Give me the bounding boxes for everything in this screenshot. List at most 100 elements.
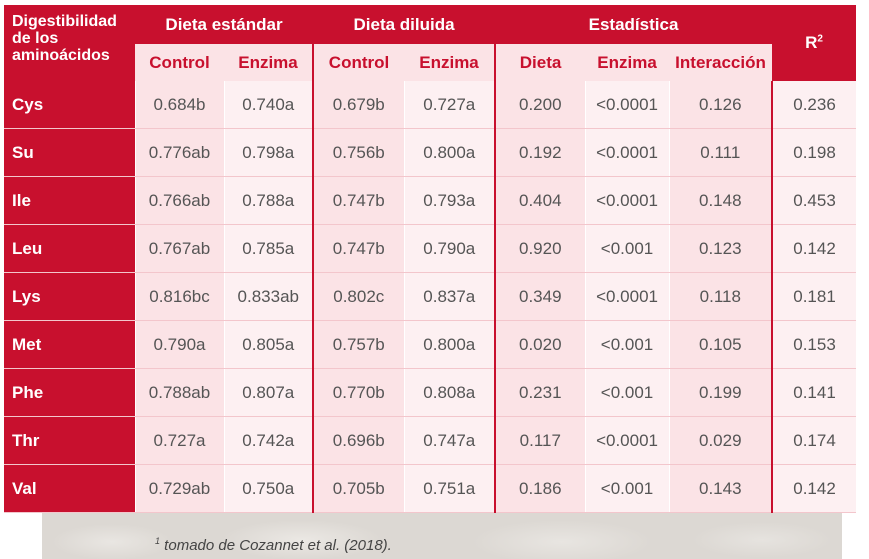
amino-acid-label: Met <box>4 320 135 369</box>
table-cell: 0.766ab <box>134 176 224 225</box>
table-cell: 0.142 <box>771 224 857 273</box>
table-cell: 0.807a <box>223 368 314 417</box>
digestibility-table: Digestibilidad de los aminoácidos Dieta … <box>4 5 857 513</box>
background-photo <box>42 512 842 559</box>
table-cell: 0.111 <box>668 128 773 177</box>
table-cell: 0.788ab <box>134 368 224 417</box>
header-digestibility: Digestibilidad de los aminoácidos <box>4 5 135 81</box>
table-cell: 0.747a <box>403 416 497 465</box>
table-cell: 0.404 <box>494 176 586 225</box>
table-cell: 0.740a <box>223 81 314 129</box>
table-cell: 0.105 <box>668 320 773 369</box>
header-r2: R2 <box>772 5 857 81</box>
table-cell: 0.684b <box>134 81 224 129</box>
table-cell: 0.020 <box>494 320 586 369</box>
table-cell: 0.729ab <box>134 464 224 513</box>
table-cell: 0.453 <box>771 176 857 225</box>
footnote: 1 tomado de Cozannet et al. (2018). <box>155 536 392 554</box>
table-cell: 0.142 <box>771 464 857 513</box>
table-row: Phe 0.788ab 0.807a 0.770b 0.808a 0.231 <0.001 0… <box>4 368 857 417</box>
table-cell: 0.800a <box>403 128 497 177</box>
table-cell: 0.236 <box>771 81 857 129</box>
amino-acid-label: Lys <box>4 272 135 321</box>
amino-acid-label: Val <box>4 464 135 513</box>
table-cell: 0.696b <box>312 416 405 465</box>
table-cell: 0.747b <box>312 176 405 225</box>
table-cell: 0.767ab <box>134 224 224 273</box>
table-cell: <0.0001 <box>584 176 670 225</box>
table-cell: 0.800a <box>403 320 497 369</box>
table-row: Ile 0.766ab 0.788a 0.747b 0.793a 0.404 <0.0001… <box>4 176 857 225</box>
table-cell: <0.0001 <box>584 128 670 177</box>
table-row: Met 0.790a 0.805a 0.757b 0.800a 0.020 <0.001 0.… <box>4 320 857 369</box>
header-estadistica: Estadística <box>495 5 773 44</box>
table-cell: 0.200 <box>494 81 586 129</box>
table-cell: 0.757b <box>312 320 405 369</box>
table-cell: <0.0001 <box>584 272 670 321</box>
table-cell: 0.029 <box>668 416 773 465</box>
table-cell: 0.790a <box>134 320 224 369</box>
table-cell: 0.750a <box>223 464 314 513</box>
table-cell: 0.776ab <box>134 128 224 177</box>
table-cell: 0.231 <box>494 368 586 417</box>
table-cell: 0.756b <box>312 128 405 177</box>
table-cell: 0.199 <box>668 368 773 417</box>
table-cell: 0.793a <box>403 176 497 225</box>
header-dieta-diluida: Dieta diluida <box>313 5 496 44</box>
table-cell: 0.751a <box>403 464 497 513</box>
table-cell: 0.805a <box>223 320 314 369</box>
table-cell: 0.118 <box>668 272 773 321</box>
amino-acid-label: Phe <box>4 368 135 417</box>
table-row: Thr 0.727a 0.742a 0.696b 0.747a 0.117 <0.0001 0… <box>4 416 857 465</box>
table-cell: <0.001 <box>584 320 670 369</box>
table-cell: 0.198 <box>771 128 857 177</box>
header-dieta-estandar: Dieta estándar <box>135 5 314 44</box>
table-cell: <0.0001 <box>584 416 670 465</box>
table-cell: 0.143 <box>668 464 773 513</box>
table-cell: 0.117 <box>494 416 586 465</box>
subheader-enzima: Enzima <box>404 44 497 81</box>
subheader-control: Control <box>135 44 224 81</box>
table-cell: 0.192 <box>494 128 586 177</box>
table-cell: 0.123 <box>668 224 773 273</box>
table-cell: 0.153 <box>771 320 857 369</box>
table-cell: <0.0001 <box>584 81 670 129</box>
table-cell: 0.186 <box>494 464 586 513</box>
table-cell: <0.001 <box>584 368 670 417</box>
subheader-enzima: Enzima <box>585 44 670 81</box>
amino-acid-label: Ile <box>4 176 135 225</box>
amino-acid-label: Thr <box>4 416 135 465</box>
table-cell: 0.833ab <box>223 272 314 321</box>
table-cell: 0.141 <box>771 368 857 417</box>
table-cell: 0.785a <box>223 224 314 273</box>
table-cell: 0.679b <box>312 81 405 129</box>
table-cell: 0.790a <box>403 224 497 273</box>
table-cell: <0.001 <box>584 464 670 513</box>
table-row: Leu 0.767ab 0.785a 0.747b 0.790a 0.920 <0.001 0… <box>4 224 857 273</box>
subheader-control: Control <box>312 44 405 81</box>
subheader-dieta: Dieta <box>495 44 586 81</box>
table-cell: 0.727a <box>134 416 224 465</box>
table-row: Cys 0.684b 0.740a 0.679b 0.727a 0.200 <0.0001 0… <box>4 81 857 129</box>
table-cell: 0.126 <box>668 81 773 129</box>
table-cell: <0.001 <box>584 224 670 273</box>
table-cell: 0.181 <box>771 272 857 321</box>
subheader-enzima: Enzima <box>224 44 314 81</box>
table-cell: 0.788a <box>223 176 314 225</box>
table-row: Lys 0.816bc 0.833ab 0.802c 0.837a 0.349 <0.000… <box>4 272 857 321</box>
table-cell: 0.816bc <box>134 272 224 321</box>
table-cell: 0.349 <box>494 272 586 321</box>
amino-acid-label: Cys <box>4 81 135 129</box>
table-cell: 0.920 <box>494 224 586 273</box>
table-cell: 0.798a <box>223 128 314 177</box>
subheader-interaccion: Interacción <box>669 44 773 81</box>
table-cell: 0.148 <box>668 176 773 225</box>
table-row: Su 0.776ab 0.798a 0.756b 0.800a 0.192 <0.0001 0… <box>4 128 857 177</box>
table-cell: 0.742a <box>223 416 314 465</box>
table-cell: 0.837a <box>403 272 497 321</box>
table-cell: 0.770b <box>312 368 405 417</box>
table-cell: 0.802c <box>312 272 405 321</box>
table-row: Val 0.729ab 0.750a 0.705b 0.751a 0.186 <0.001 0… <box>4 464 857 513</box>
table-cell: 0.705b <box>312 464 405 513</box>
amino-acid-label: Leu <box>4 224 135 273</box>
